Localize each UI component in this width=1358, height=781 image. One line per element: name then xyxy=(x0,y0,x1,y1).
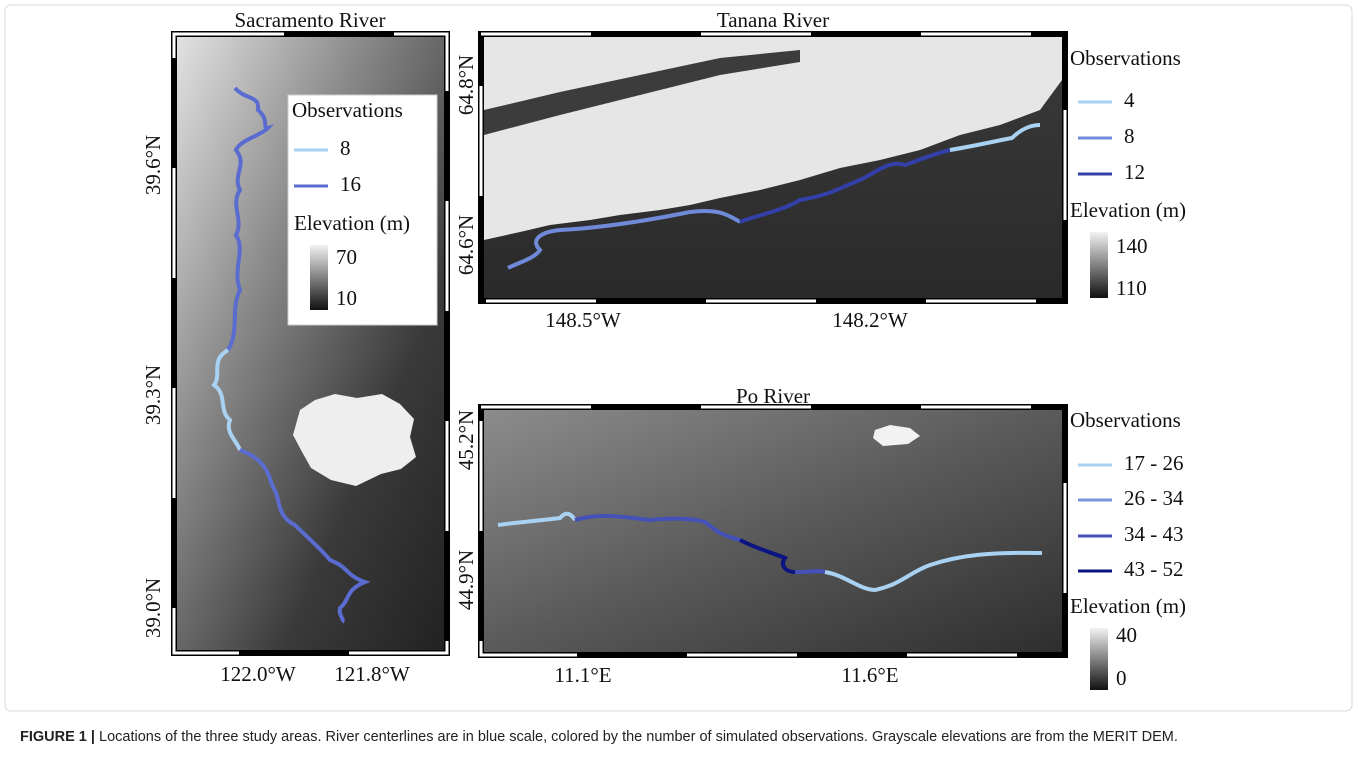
legend-label: 34 - 43 xyxy=(1124,522,1184,546)
page: Sacramento River 39.6°N 39.3°N 39.0°N 122.0°… xyxy=(0,0,1358,781)
colorbar-min: 0 xyxy=(1116,666,1127,690)
colorbar-max: 140 xyxy=(1116,234,1148,258)
colorbar-max: 40 xyxy=(1116,623,1137,647)
y-tick-label: 45.2°N xyxy=(454,410,478,470)
x-tick-label: 148.2°W xyxy=(832,308,908,332)
colorbar-min: 10 xyxy=(336,286,357,310)
legend-label: 43 - 52 xyxy=(1124,557,1184,581)
y-tick-label: 39.0°N xyxy=(141,578,165,638)
legend-title: Observations xyxy=(1070,408,1181,432)
colorbar-title: Elevation (m) xyxy=(294,211,410,235)
panel-title: Tanana River xyxy=(717,8,829,32)
caption-label: FIGURE 1 | xyxy=(20,729,95,745)
panel-title: Sacramento River xyxy=(234,8,385,32)
river xyxy=(795,571,825,572)
legend-label: 17 - 26 xyxy=(1124,451,1184,475)
legend-label: 8 xyxy=(340,136,351,160)
legend-label: 26 - 34 xyxy=(1124,486,1184,510)
y-tick-label: 44.9°N xyxy=(454,550,478,610)
x-tick-label: 148.5°W xyxy=(545,308,621,332)
x-tick-label: 11.1°E xyxy=(554,663,611,687)
colorbar xyxy=(310,245,328,310)
panel-title: Po River xyxy=(736,384,810,408)
caption-text: Locations of the three study areas. Rive… xyxy=(99,729,1178,745)
x-tick-label: 121.8°W xyxy=(334,662,410,686)
colorbar xyxy=(1090,232,1108,298)
map-po xyxy=(484,410,1062,652)
legend-label: 16 xyxy=(340,172,361,196)
x-tick-label: 11.6°E xyxy=(841,663,898,687)
y-tick-label: 64.6°N xyxy=(454,215,478,275)
y-tick-label: 39.3°N xyxy=(141,365,165,425)
legend-label: 4 xyxy=(1124,88,1135,112)
legend-label: 8 xyxy=(1124,124,1135,148)
legend-title: Observations xyxy=(1070,46,1181,70)
legend-label: 12 xyxy=(1124,160,1145,184)
y-tick-label: 64.8°N xyxy=(454,55,478,115)
caption: FIGURE 1 | Locations of the three study … xyxy=(20,726,1340,749)
y-tick-label: 39.6°N xyxy=(141,135,165,195)
figure: Sacramento River 39.6°N 39.3°N 39.0°N 122.0°… xyxy=(0,0,1358,781)
colorbar-title: Elevation (m) xyxy=(1070,594,1186,618)
colorbar xyxy=(1090,628,1108,690)
legend-title: Observations xyxy=(292,98,403,122)
x-tick-label: 122.0°W xyxy=(220,662,296,686)
colorbar-max: 70 xyxy=(336,245,357,269)
colorbar-min: 110 xyxy=(1116,276,1147,300)
colorbar-title: Elevation (m) xyxy=(1070,198,1186,222)
